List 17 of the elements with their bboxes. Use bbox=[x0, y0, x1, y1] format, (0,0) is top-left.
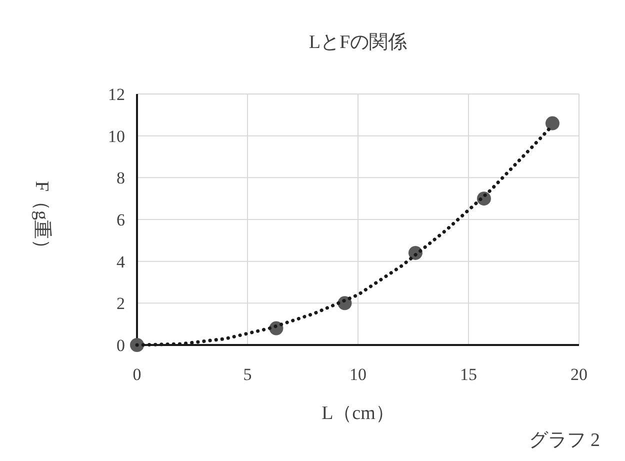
point bbox=[545, 116, 560, 130]
x-tick-label: 20 bbox=[570, 365, 588, 384]
x-tick-label: 5 bbox=[243, 365, 252, 384]
y-tick-label: 2 bbox=[116, 294, 125, 314]
y-tick-label: 0 bbox=[116, 336, 125, 355]
y-axis-title: F（g重） bbox=[31, 180, 52, 258]
x-tick-label: 10 bbox=[350, 365, 366, 384]
y-tick-label: 12 bbox=[108, 85, 125, 104]
y-tick-label: 8 bbox=[116, 168, 125, 188]
y-tick-label: 4 bbox=[116, 252, 126, 272]
chart-title: LとFの関係 bbox=[308, 32, 408, 53]
text: グラフ 2 bbox=[528, 430, 600, 451]
x-tick-label: 15 bbox=[460, 365, 477, 384]
x-tick-label: 0 bbox=[132, 365, 142, 384]
y-tick-label: 10 bbox=[108, 126, 125, 146]
x-axis-title: L（cm） bbox=[322, 403, 394, 424]
y-tick-label: 6 bbox=[116, 210, 125, 230]
